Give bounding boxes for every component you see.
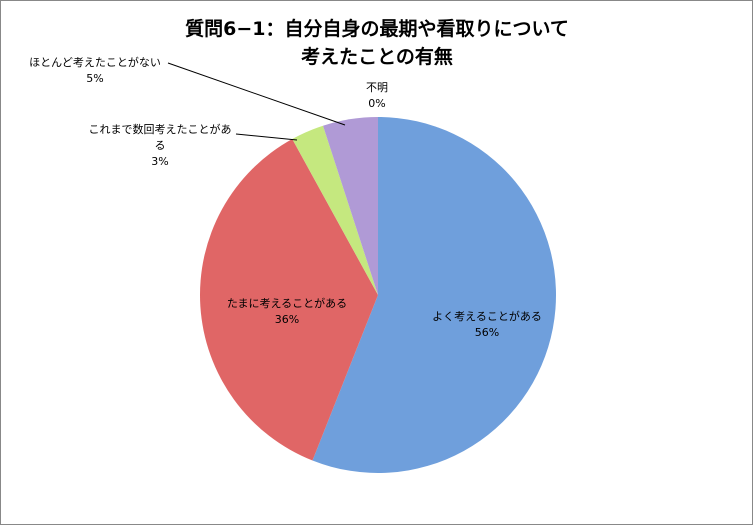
- slice-label: 不明: [366, 81, 388, 94]
- leader-line: [235, 133, 298, 141]
- leader-line: [167, 62, 346, 126]
- slice-label: これまで数回考えたことがある: [88, 123, 232, 152]
- value-label: 36%: [274, 313, 300, 326]
- chart-title: 考えたことの有無: [301, 46, 453, 68]
- value-label: 3%: [151, 155, 169, 168]
- slice-label: たまに考えることがある: [226, 297, 348, 310]
- slice-label: ほとんど考えたことがない: [29, 56, 161, 69]
- pie-slice: [200, 139, 378, 461]
- pie-slice: [312, 117, 556, 473]
- chart-title: 質問6−1：自分自身の最期や看取りについて: [185, 18, 569, 40]
- value-label: 56%: [474, 326, 500, 339]
- pie-slice: [322, 117, 378, 295]
- value-label: 0%: [368, 97, 386, 110]
- slice-label: よく考えることがある: [432, 310, 542, 323]
- value-label: 5%: [86, 72, 104, 85]
- pie-slice: [292, 125, 378, 295]
